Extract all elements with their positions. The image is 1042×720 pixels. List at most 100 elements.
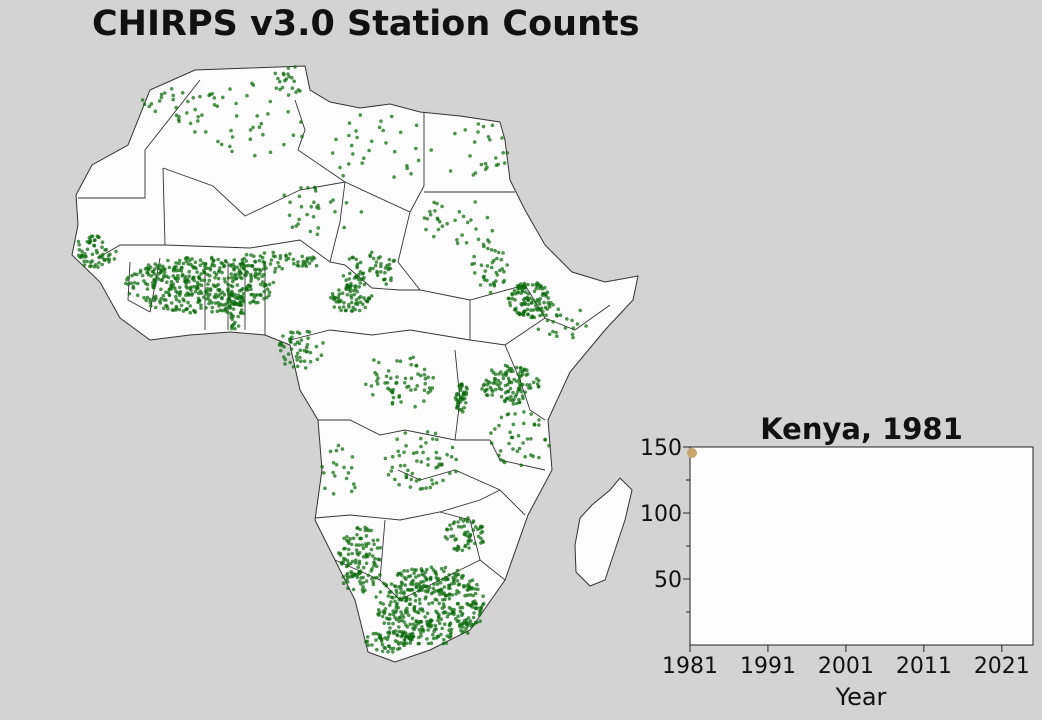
station-dot <box>250 81 254 86</box>
station-dot <box>131 284 135 289</box>
station-dot <box>391 395 396 400</box>
station-dot <box>522 286 526 290</box>
station-dot <box>376 376 380 381</box>
station-dot <box>83 252 87 256</box>
station-dot <box>512 288 517 293</box>
station-dot <box>511 390 515 395</box>
station-dot <box>371 580 376 584</box>
station-dot <box>537 423 541 427</box>
station-dot <box>354 548 359 552</box>
station-dot <box>383 277 387 282</box>
station-dot <box>442 585 447 589</box>
station-dot <box>248 137 253 141</box>
station-dot <box>190 257 194 261</box>
station-dot <box>378 573 382 577</box>
station-dot <box>422 373 427 377</box>
station-dot <box>402 381 407 385</box>
station-dot <box>464 385 469 390</box>
station-dot <box>179 265 184 270</box>
station-dot <box>388 626 392 630</box>
station-dot <box>177 268 181 273</box>
station-dot <box>433 623 438 628</box>
station-dot <box>356 262 360 266</box>
station-dot <box>356 277 361 282</box>
station-dot <box>248 128 253 132</box>
station-dot <box>222 277 227 281</box>
station-dot <box>453 218 457 223</box>
station-dot <box>289 330 293 335</box>
station-dot <box>261 132 265 137</box>
station-dot <box>456 544 460 549</box>
inset-ticks: 1981 1991 2001 2011 2021 50 100 150 <box>640 436 1030 679</box>
station-dot <box>452 520 457 524</box>
station-dot <box>333 474 337 478</box>
station-dot <box>349 489 354 494</box>
station-dot <box>466 541 470 546</box>
y-tick-label: 50 <box>654 568 682 593</box>
station-dot <box>295 263 300 268</box>
station-dot <box>425 619 429 624</box>
station-dot <box>353 485 357 490</box>
x-tick-label: 2001 <box>818 654 874 679</box>
station-dot <box>447 596 452 601</box>
station-dot <box>520 303 524 307</box>
station-dot <box>173 276 178 281</box>
station-dot <box>312 256 317 261</box>
station-dot <box>232 265 237 269</box>
station-dot <box>362 282 367 287</box>
station-dot <box>413 598 418 603</box>
station-dot <box>159 287 163 292</box>
station-dot <box>414 146 418 151</box>
station-dot <box>347 257 352 261</box>
station-dot <box>161 293 166 298</box>
station-dot <box>536 327 541 332</box>
x-tick-label: 1981 <box>662 654 718 679</box>
station-dot <box>452 607 456 612</box>
station-dot <box>249 264 254 268</box>
station-dot <box>361 546 366 550</box>
station-dot <box>523 302 527 307</box>
station-dot <box>367 148 371 153</box>
station-dot <box>375 564 379 569</box>
station-dot <box>406 613 411 617</box>
station-dot <box>191 96 195 100</box>
station-dot <box>226 288 230 293</box>
station-dot <box>428 485 433 490</box>
station-dot <box>521 312 525 316</box>
station-dot <box>524 290 528 294</box>
station-dot <box>395 437 399 442</box>
station-dot <box>291 133 296 137</box>
station-dot <box>232 258 237 262</box>
station-dot <box>440 626 445 631</box>
station-dot <box>397 453 402 458</box>
station-dot <box>427 386 432 390</box>
border-line <box>397 469 526 516</box>
station-dot <box>497 423 501 428</box>
station-dot <box>199 278 203 283</box>
station-dot <box>526 282 530 287</box>
station-dot <box>489 248 494 252</box>
station-dot <box>448 586 452 591</box>
station-dot <box>512 377 516 382</box>
station-dot <box>278 87 282 92</box>
station-dot <box>382 621 387 625</box>
station-dot <box>249 253 253 257</box>
station-dot <box>323 486 327 491</box>
station-dot <box>192 308 196 313</box>
station-dot <box>402 591 406 596</box>
station-dot <box>404 598 408 603</box>
station-dot <box>449 454 454 459</box>
station-dot <box>259 282 263 287</box>
station-dot <box>452 572 456 576</box>
station-dot <box>426 463 430 467</box>
station-dot <box>322 471 326 475</box>
station-dot <box>374 631 378 636</box>
station-dot <box>490 388 494 392</box>
station-dot <box>504 373 508 378</box>
station-dot <box>215 104 219 108</box>
station-dot <box>88 264 92 269</box>
station-dot <box>262 263 267 268</box>
station-dot <box>280 266 285 271</box>
station-dot <box>366 643 371 647</box>
station-dot <box>369 294 374 298</box>
